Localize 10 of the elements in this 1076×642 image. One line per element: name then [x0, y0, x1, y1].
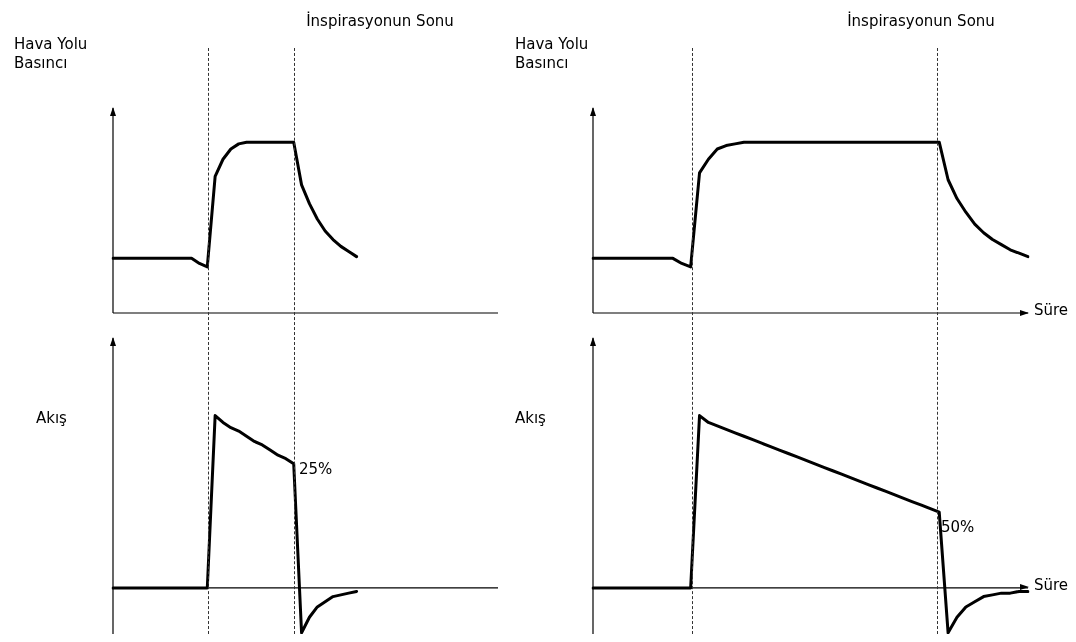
y-axis-title: Akış: [36, 409, 68, 428]
y-axis-title: Akış: [515, 409, 547, 428]
text: İnspirasyonun Sonu: [306, 10, 454, 30]
y-axis-title: Hava Yolu Basıncı: [515, 35, 589, 73]
x-axis-title: Süre: [1034, 300, 1069, 319]
text: İnspirasyonun Sonu: [847, 10, 995, 30]
y-axis-title: Hava Yolu Basıncı: [14, 35, 88, 73]
x-axis-title: Süre: [1034, 575, 1069, 594]
annotation: 25%: [299, 459, 333, 478]
annotation: 50%: [941, 517, 975, 536]
